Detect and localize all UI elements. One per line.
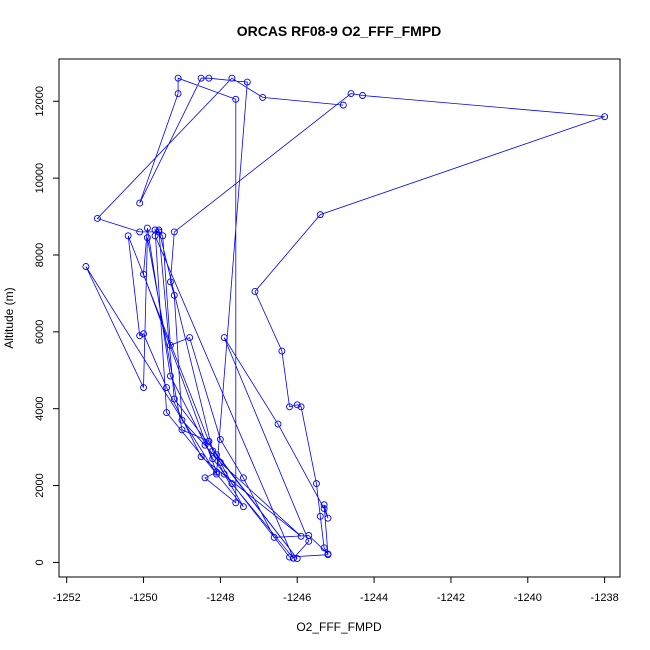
data-point [93,215,101,222]
data-point [320,544,328,552]
data-point [140,384,147,392]
data-point [136,199,144,207]
x-tick-label: -1250 [129,592,157,604]
data-point [178,426,186,434]
data-point [197,453,205,461]
data-point [216,459,224,466]
data-point [293,555,301,563]
y-tick-label: 10000 [34,163,46,194]
x-tick-label: -1238 [591,592,619,604]
data-point [197,74,205,82]
data-point [174,90,182,98]
data-point [293,401,301,409]
data-point [140,330,147,338]
y-axis: 0 2000 4000 6000 8000 10000 12000 [34,86,59,565]
x-tick-label: -1244 [360,592,388,604]
data-point [201,441,209,449]
data-point [213,451,220,459]
x-tick-label: -1242 [437,592,465,604]
y-tick-label: 6000 [34,320,46,344]
data-point [166,372,174,380]
data-point [151,226,159,234]
data-point [339,101,347,109]
x-tick-label: -1252 [53,592,81,604]
data-point [259,93,267,101]
data-point [166,341,174,349]
y-tick-label: 8000 [34,243,46,267]
data-point [170,291,178,299]
y-axis-label: Altitude (m) [2,287,16,348]
data-point [324,551,332,559]
data-point [213,470,220,478]
x-tick-label: -1246 [283,592,311,604]
data-point [232,499,240,507]
data-point [305,537,313,545]
data-point [209,447,217,455]
data-point [347,90,355,98]
data-point [216,435,224,443]
data-point [228,74,236,82]
data-point [289,554,297,562]
y-tick-label: 4000 [34,396,46,420]
data-point [143,234,151,242]
data-point [205,437,213,445]
data-point [155,228,163,236]
data-point [278,347,286,355]
data-point [136,228,144,236]
data-point [170,228,178,236]
data-point [286,403,293,411]
x-axis-label: O2_FFF_FMPD [296,620,382,634]
y-tick-label: 2000 [34,473,46,497]
series-layer [82,74,609,563]
data-point [205,74,213,82]
data-point [286,553,293,561]
data-point [213,468,220,476]
data-point [220,470,228,478]
y-tick-label: 12000 [34,86,46,117]
data-point [209,455,217,463]
data-point [166,278,174,286]
data-point [174,74,182,82]
data-point [251,288,259,295]
data-point [359,92,367,99]
data-point [163,409,171,416]
data-point [324,514,332,522]
series-line [85,77,605,559]
x-axis: -1252 -1250 -1248 -1246 -1244 -1242 -1240 -1238 [53,577,619,604]
data-point [320,505,328,513]
data-point [243,78,251,86]
data-point [178,416,186,424]
data-point [143,224,151,232]
data-point [270,533,278,541]
data-point [274,420,282,428]
data-point [159,232,167,240]
data-point [163,384,171,392]
data-point [170,395,178,403]
data-point [239,503,247,511]
data-point [601,113,609,121]
data-point [316,211,324,219]
data-point [140,270,147,278]
data-point [316,512,324,520]
y-tick-label: 0 [34,559,46,565]
x-tick-label: -1248 [206,592,234,604]
data-point [312,480,320,488]
data-point [320,501,328,509]
data-point [220,334,228,342]
data-point [186,334,194,342]
data-point [201,474,209,482]
data-point [232,95,240,103]
data-point [124,232,132,240]
x-tick-label: -1240 [514,592,542,604]
data-point [297,403,305,411]
data-point [82,263,90,270]
data-point [136,332,144,340]
data-point [239,474,247,482]
plot-frame [58,58,621,578]
data-point [297,532,305,540]
chart-title: ORCAS RF08-9 O2_FFF_FMPD [237,23,442,39]
data-point [228,480,236,488]
data-point [155,226,163,234]
